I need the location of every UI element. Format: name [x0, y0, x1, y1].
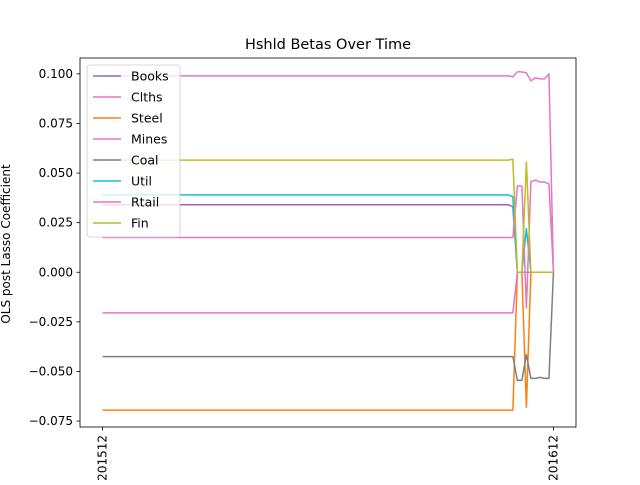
series-line-clths — [102, 71, 555, 273]
legend: Books Clths Steel Mines Coal Util Rtail Fin — [86, 64, 181, 238]
series-line-fin — [102, 158, 554, 274]
legend-label-clths: Clths — [131, 90, 163, 105]
series-line-coal — [102, 272, 555, 382]
legend-label-coal: Coal — [131, 153, 159, 168]
series-line-rtail — [102, 179, 555, 309]
y-tick-label: 0.050 — [39, 166, 73, 180]
x-tick-label: 201512 — [96, 435, 110, 480]
axes: −0.075 −0.050 −0.025 0.000 0.025 0.050 0.075 0.… — [29, 57, 577, 481]
legend-label-books: Books — [131, 69, 169, 84]
y-tick-label: 0.100 — [39, 67, 73, 81]
legend-label-fin: Fin — [131, 216, 149, 231]
y-tick-label: 0.075 — [39, 116, 73, 130]
legend-label-util: Util — [131, 174, 152, 189]
legend-label-steel: Steel — [131, 111, 163, 126]
y-tick-label: −0.025 — [29, 315, 73, 329]
y-tick-label: 0.000 — [39, 265, 73, 279]
plot-frame — [79, 57, 577, 428]
y-tick-label: −0.050 — [29, 364, 73, 378]
legend-label-mines: Mines — [131, 132, 167, 147]
x-tick-label: 201612 — [546, 435, 560, 480]
legend-label-rtail: Rtail — [131, 195, 159, 210]
y-tick-label: 0.025 — [39, 216, 73, 230]
y-axis-label: OLS post Lasso Coefficient — [0, 164, 13, 324]
legend-box — [86, 64, 181, 238]
chart-title: Hshld Betas Over Time — [245, 37, 411, 53]
y-tick-label: −0.075 — [29, 414, 73, 428]
